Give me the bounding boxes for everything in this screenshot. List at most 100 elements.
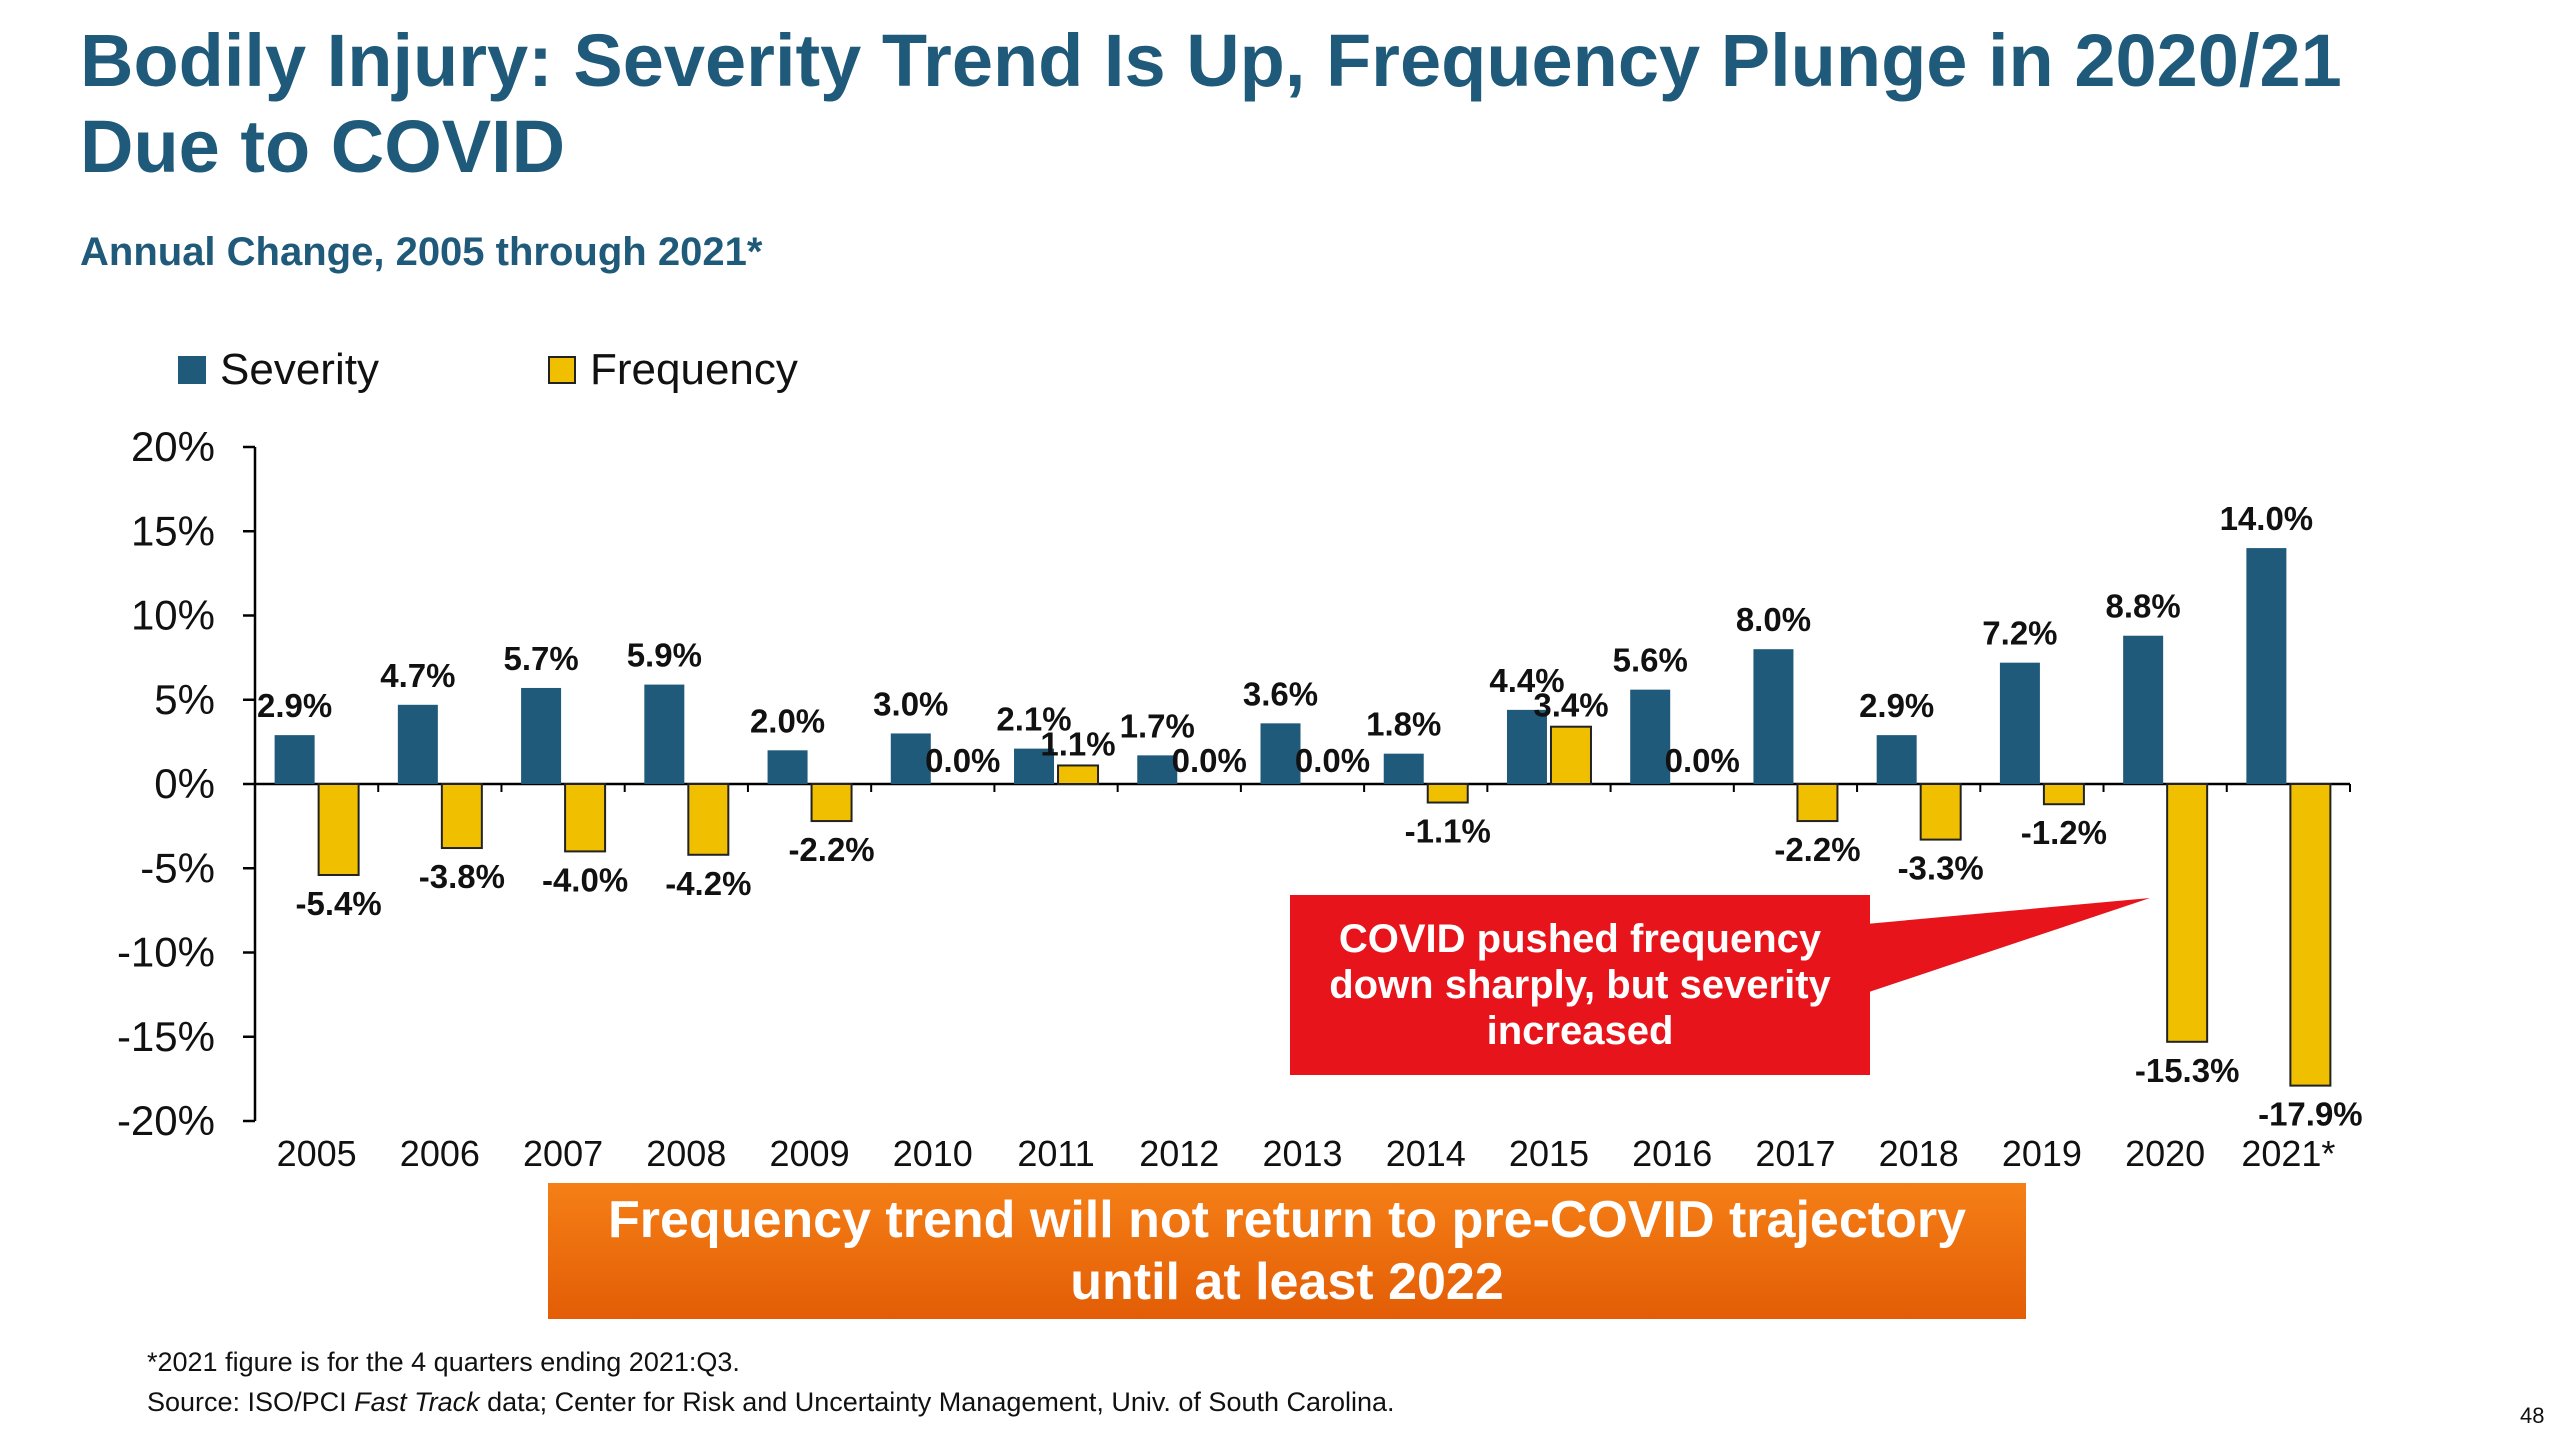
- legend-item-frequency: Frequency: [548, 345, 798, 395]
- y-tick-label: -5%: [140, 844, 215, 891]
- source-prefix: Source: ISO/PCI: [147, 1387, 355, 1417]
- x-tick-label: 2009: [770, 1133, 850, 1174]
- severity-data-label: 3.0%: [873, 685, 948, 722]
- x-tick-label: 2007: [523, 1133, 603, 1174]
- frequency-data-label: -3.8%: [419, 858, 505, 895]
- y-tick-label: -10%: [117, 929, 215, 976]
- frequency-data-label: 3.4%: [1533, 687, 1608, 724]
- source-italic: Fast Track: [354, 1387, 480, 1417]
- y-tick-label: 20%: [131, 423, 215, 470]
- x-tick-label: 2005: [277, 1133, 357, 1174]
- severity-data-label: 2.9%: [1859, 687, 1934, 724]
- frequency-bar: [1426, 783, 1469, 804]
- severity-data-label: 5.6%: [1613, 642, 1688, 679]
- severity-data-label: 5.9%: [627, 637, 702, 674]
- frequency-data-label: 0.0%: [1665, 742, 1740, 779]
- y-tick-label: 10%: [131, 592, 215, 639]
- frequency-data-label: -2.2%: [1774, 831, 1860, 868]
- legend-item-severity: Severity: [178, 345, 379, 395]
- y-tick-label: 5%: [154, 676, 215, 723]
- y-tick-label: -15%: [117, 1013, 215, 1060]
- x-tick-label: 2010: [893, 1133, 973, 1174]
- frequency-bar: [810, 783, 853, 823]
- frequency-bar: [2166, 783, 2209, 1043]
- frequency-data-label: 0.0%: [925, 742, 1000, 779]
- frequency-data-label: -17.9%: [2258, 1096, 2363, 1133]
- severity-data-label: 1.7%: [1120, 707, 1195, 744]
- severity-bar: [397, 704, 438, 784]
- source-suffix: data; Center for Risk and Uncertainty Ma…: [479, 1387, 1395, 1417]
- severity-data-label: 2.1%: [996, 701, 1071, 738]
- x-tick-label: 2019: [2002, 1133, 2082, 1174]
- legend-label-frequency: Frequency: [590, 345, 798, 394]
- frequency-bar: [440, 783, 483, 850]
- severity-data-label: 2.0%: [750, 702, 825, 739]
- x-tick-label: 2012: [1139, 1133, 1219, 1174]
- severity-data-label: 14.0%: [2220, 500, 2314, 537]
- frequency-bar: [564, 783, 607, 853]
- severity-data-label: 2.9%: [257, 687, 332, 724]
- frequency-bar: [2042, 783, 2085, 806]
- x-tick-label: 2018: [1879, 1133, 1959, 1174]
- legend-swatch-frequency: [548, 356, 576, 384]
- footnote: *2021 figure is for the 4 quarters endin…: [147, 1347, 740, 1377]
- slide-subtitle: Annual Change, 2005 through 2021*: [80, 230, 763, 274]
- frequency-data-label: -15.3%: [2135, 1052, 2240, 1089]
- x-tick-label: 2008: [646, 1133, 726, 1174]
- x-tick-label: 2013: [1262, 1133, 1342, 1174]
- frequency-data-label: -2.2%: [788, 831, 874, 868]
- x-tick-label: 2021*: [2241, 1133, 2335, 1174]
- frequency-bar: [1796, 783, 1839, 823]
- severity-data-label: 1.8%: [1366, 706, 1441, 743]
- frequency-bar: [317, 783, 360, 876]
- severity-bar: [521, 687, 562, 784]
- source-note: Source: ISO/PCI Fast Track data; Center …: [147, 1387, 1395, 1418]
- frequency-data-label: -5.4%: [296, 885, 382, 922]
- y-tick-label: -20%: [117, 1097, 215, 1144]
- x-tick-label: 2020: [2125, 1133, 2205, 1174]
- severity-bar: [1506, 709, 1547, 784]
- severity-data-label: 3.6%: [1243, 675, 1318, 712]
- y-tick-label: 15%: [131, 507, 215, 554]
- x-tick-label: 2017: [1755, 1133, 1835, 1174]
- severity-bar: [2246, 548, 2287, 784]
- x-tick-label: 2016: [1632, 1133, 1712, 1174]
- frequency-data-label: -1.2%: [2021, 814, 2107, 851]
- frequency-bar: [1549, 725, 1592, 786]
- frequency-bar: [687, 783, 730, 856]
- page-number: 48: [2520, 1403, 2545, 1428]
- severity-data-label: 4.4%: [1489, 662, 1564, 699]
- severity-bar: [1876, 735, 1917, 784]
- frequency-data-label: -4.0%: [542, 861, 628, 898]
- severity-data-label: 4.7%: [380, 657, 455, 694]
- frequency-bar: [2289, 783, 2332, 1087]
- severity-bar: [2123, 635, 2164, 784]
- frequency-data-label: 1.1%: [1040, 725, 1115, 762]
- severity-bar: [1014, 748, 1055, 784]
- frequency-data-label: -1.1%: [1405, 813, 1491, 850]
- severity-bar: [1260, 723, 1301, 784]
- frequency-data-label: -4.2%: [665, 865, 751, 902]
- x-tick-label: 2015: [1509, 1133, 1589, 1174]
- legend-label-severity: Severity: [220, 345, 379, 394]
- severity-bar: [1630, 689, 1671, 784]
- trend-banner: Frequency trend will not return to pre-C…: [548, 1183, 2026, 1319]
- severity-bar: [1753, 649, 1794, 784]
- severity-bar: [1137, 755, 1178, 784]
- severity-data-label: 5.7%: [503, 640, 578, 677]
- severity-bar: [890, 733, 931, 784]
- frequency-data-label: 0.0%: [1172, 742, 1247, 779]
- x-tick-label: 2014: [1386, 1133, 1466, 1174]
- x-tick-label: 2006: [400, 1133, 480, 1174]
- frequency-bar: [1919, 783, 1962, 841]
- severity-data-label: 8.0%: [1736, 601, 1811, 638]
- frequency-data-label: 0.0%: [1295, 742, 1370, 779]
- severity-bar: [767, 750, 808, 784]
- callout-pointer: [1855, 898, 2150, 995]
- severity-bar: [1383, 753, 1424, 784]
- severity-bar: [644, 684, 685, 784]
- legend-swatch-severity: [178, 356, 206, 384]
- y-tick-label: 0%: [154, 760, 215, 807]
- severity-data-label: 7.2%: [1982, 615, 2057, 652]
